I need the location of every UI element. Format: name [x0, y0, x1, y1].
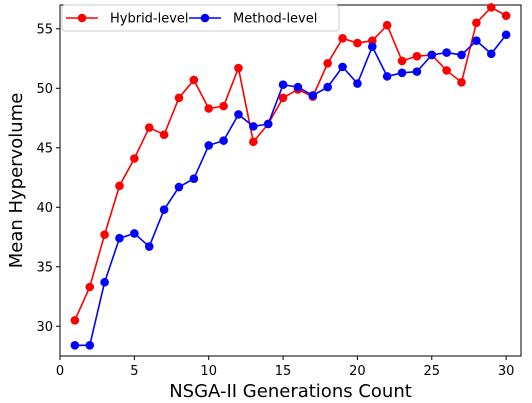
- data-point-hybrid-level: [249, 137, 258, 147]
- data-point-method-level: [457, 50, 466, 60]
- data-point-hybrid-level: [382, 20, 392, 30]
- data-point-method-level: [85, 340, 95, 350]
- data-point-hybrid-level: [100, 230, 109, 239]
- data-point-hybrid-level: [338, 34, 347, 43]
- legend-label: Hybrid-level: [110, 12, 189, 27]
- data-point-hybrid-level: [501, 11, 511, 21]
- y-tick-label: 35: [36, 260, 53, 275]
- data-point-method-level: [472, 36, 481, 45]
- data-point-method-level: [219, 136, 228, 145]
- y-tick-label: 30: [36, 320, 53, 335]
- data-point-hybrid-level: [85, 282, 95, 292]
- x-axis-title: NSGA-II Generations Count: [169, 381, 412, 402]
- data-point-hybrid-level: [397, 56, 407, 66]
- x-tick-label: 30: [498, 364, 515, 379]
- data-point-method-level: [367, 42, 377, 51]
- data-point-hybrid-level: [189, 75, 199, 85]
- legend-item-hybrid-level: Hybrid-level: [66, 12, 189, 27]
- data-point-hybrid-level: [219, 101, 228, 111]
- data-point-hybrid-level: [144, 123, 154, 132]
- data-point-hybrid-level: [234, 63, 243, 73]
- data-point-method-level: [427, 50, 437, 60]
- data-point-method-level: [130, 229, 139, 238]
- data-point-hybrid-level: [70, 316, 80, 325]
- data-point-method-level: [159, 205, 169, 214]
- legend: Hybrid-level Method-level: [61, 4, 340, 32]
- axes: 0 5 10 15 20 25 30 30 35 40 45 50 55: [36, 4, 522, 379]
- data-point-hybrid-level: [353, 38, 362, 48]
- y-tick-label: 50: [36, 82, 53, 97]
- data-point-method-level: [501, 30, 511, 40]
- legend-marker: [77, 13, 87, 23]
- data-point-method-level: [412, 67, 422, 76]
- series-method-level: [70, 30, 511, 350]
- legend-label: Method-level: [233, 12, 317, 27]
- data-point-method-level: [323, 82, 332, 92]
- data-point-method-level: [353, 79, 362, 88]
- data-point-method-level: [70, 340, 80, 350]
- data-point-hybrid-level: [159, 130, 169, 139]
- y-tick-label: 45: [36, 141, 53, 156]
- data-point-hybrid-level: [278, 93, 288, 103]
- series-layer: [70, 3, 511, 350]
- data-point-hybrid-level: [412, 51, 422, 61]
- data-point-method-level: [486, 49, 496, 59]
- x-tick-label: 0: [56, 364, 64, 379]
- x-tick-label: 20: [349, 364, 366, 379]
- data-point-method-level: [249, 122, 258, 131]
- x-tick-label: 5: [130, 364, 138, 379]
- data-point-hybrid-level: [130, 154, 139, 163]
- data-point-hybrid-level: [472, 18, 481, 28]
- data-point-hybrid-level: [323, 59, 332, 68]
- x-tick-label: 15: [275, 364, 292, 379]
- data-point-hybrid-level: [486, 3, 496, 12]
- data-point-method-level: [174, 182, 184, 192]
- data-point-hybrid-level: [442, 66, 451, 75]
- data-point-method-level: [308, 91, 318, 100]
- y-tick-label: 40: [36, 201, 53, 216]
- y-tick-label: 55: [36, 22, 53, 37]
- data-point-method-level: [204, 141, 214, 150]
- data-point-method-level: [100, 277, 109, 287]
- data-point-method-level: [115, 233, 124, 243]
- data-point-method-level: [397, 68, 407, 78]
- x-tick-label: 10: [200, 364, 217, 379]
- data-point-method-level: [442, 48, 451, 57]
- data-point-method-level: [293, 82, 303, 92]
- data-point-hybrid-level: [367, 36, 377, 45]
- series-line-method-level: [74, 34, 507, 347]
- x-tick-label: 25: [424, 364, 441, 379]
- data-point-hybrid-level: [115, 181, 124, 191]
- data-point-method-level: [263, 119, 273, 129]
- plot-frame: [59, 4, 522, 357]
- series-line-hybrid-level: [74, 6, 507, 321]
- y-axis-title: Mean Hypervolume: [6, 93, 27, 269]
- data-point-method-level: [278, 80, 288, 90]
- data-point-hybrid-level: [457, 78, 466, 87]
- data-point-method-level: [234, 110, 243, 119]
- data-point-method-level: [382, 72, 392, 81]
- data-point-hybrid-level: [174, 93, 184, 103]
- legend-item-method-level: Method-level: [189, 12, 317, 27]
- data-point-method-level: [144, 242, 154, 251]
- data-point-hybrid-level: [204, 104, 214, 113]
- legend-marker: [200, 13, 210, 23]
- data-point-method-level: [189, 174, 199, 184]
- data-point-method-level: [338, 62, 347, 72]
